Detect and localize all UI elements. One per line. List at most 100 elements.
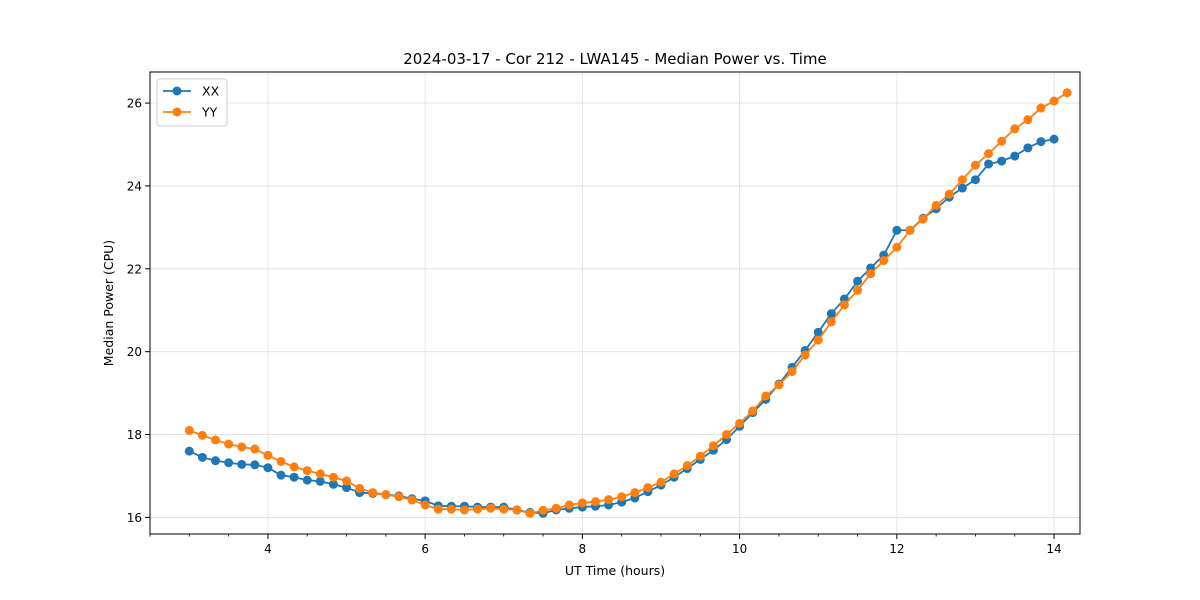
x-tick-label: 4 — [264, 542, 272, 556]
data-point-yy — [853, 285, 863, 295]
series-yy — [184, 88, 1072, 518]
data-point-yy — [381, 490, 391, 500]
data-point-yy — [787, 367, 797, 377]
data-point-yy — [800, 350, 810, 360]
legend-label-xx: XX — [202, 84, 220, 99]
data-point-yy — [879, 256, 889, 266]
plot-frame — [149, 71, 1081, 535]
data-point-yy — [918, 214, 928, 224]
data-point-xx — [892, 225, 902, 235]
x-tick-label: 12 — [889, 542, 904, 556]
data-point-yy — [774, 380, 784, 390]
data-point-yy — [682, 461, 692, 471]
data-point-yy — [813, 335, 823, 345]
data-point-xx — [289, 472, 299, 482]
data-point-yy — [302, 466, 312, 476]
data-point-xx — [826, 309, 836, 319]
data-point-yy — [695, 451, 705, 461]
data-point-yy — [512, 505, 522, 515]
data-point-yy — [984, 149, 994, 159]
data-point-yy — [525, 508, 535, 518]
data-point-yy — [551, 503, 561, 513]
data-point-xx — [315, 476, 325, 486]
data-point-yy — [407, 495, 417, 505]
data-point-yy — [197, 430, 207, 440]
data-point-yy — [328, 472, 338, 482]
x-tick-label: 8 — [579, 542, 587, 556]
y-tick-label: 20 — [127, 345, 142, 359]
data-point-xx — [328, 479, 338, 489]
x-axis-ticks: 4 6 8 10 12 14 — [149, 534, 1062, 556]
y-tick-label: 26 — [127, 97, 142, 111]
data-point-yy — [970, 160, 980, 170]
data-point-yy — [839, 300, 849, 310]
data-point-xx — [250, 460, 260, 470]
legend-marker-xx — [172, 86, 182, 96]
data-point-yy — [211, 435, 221, 445]
x-axis-label: UT Time (hours) — [565, 563, 665, 578]
data-point-yy — [944, 189, 954, 199]
data-point-yy — [604, 495, 614, 505]
data-point-xx — [224, 458, 234, 468]
data-point-xx — [1010, 151, 1020, 161]
data-point-yy — [708, 441, 718, 451]
y-tick-label: 16 — [127, 511, 142, 525]
data-point-xx — [853, 276, 863, 286]
data-point-yy — [826, 317, 836, 327]
data-point-yy — [656, 477, 666, 487]
x-tick-label: 10 — [732, 542, 747, 556]
data-point-yy — [420, 500, 430, 510]
data-point-xx — [813, 327, 823, 337]
y-tick-label: 18 — [127, 428, 142, 442]
data-point-yy — [590, 497, 600, 507]
data-point-yy — [184, 425, 194, 435]
data-point-yy — [1062, 88, 1072, 98]
data-point-yy — [1036, 103, 1046, 113]
data-point-xx — [1036, 137, 1046, 147]
y-tick-label: 22 — [127, 262, 142, 276]
data-point-xx — [276, 470, 286, 480]
data-point-yy — [617, 492, 627, 502]
data-point-yy — [997, 136, 1007, 146]
data-point-yy — [722, 430, 732, 440]
data-point-xx — [970, 175, 980, 185]
data-point-xx — [957, 183, 967, 193]
legend: XX YY — [156, 78, 228, 127]
data-point-yy — [957, 175, 967, 185]
data-point-yy — [237, 442, 247, 452]
chart-title: 2024-03-17 - Cor 212 - LWA145 - Median P… — [403, 50, 827, 68]
data-point-yy — [315, 469, 325, 479]
data-point-yy — [538, 505, 548, 515]
y-axis-label: Median Power (CPU) — [101, 240, 116, 366]
grid — [150, 72, 1080, 534]
x-tick-label: 6 — [421, 542, 429, 556]
data-point-yy — [564, 500, 574, 510]
data-point-xx — [237, 459, 247, 469]
data-point-yy — [577, 498, 587, 508]
data-point-xx — [184, 446, 194, 456]
legend-label-yy: YY — [201, 105, 218, 120]
data-point-yy — [761, 391, 771, 401]
data-point-xx — [197, 452, 207, 462]
data-point-yy — [748, 406, 758, 416]
data-point-yy — [459, 505, 469, 515]
data-point-yy — [669, 469, 679, 479]
data-point-yy — [499, 504, 509, 514]
data-point-yy — [263, 450, 273, 460]
legend-marker-yy — [172, 107, 182, 117]
data-point-yy — [643, 483, 653, 493]
data-point-xx — [263, 463, 273, 473]
data-point-yy — [892, 242, 902, 252]
data-point-yy — [1049, 96, 1059, 106]
data-point-xx — [1023, 143, 1033, 153]
data-point-yy — [368, 488, 378, 498]
data-point-yy — [931, 200, 941, 210]
data-point-xx — [984, 159, 994, 169]
data-point-xx — [302, 475, 312, 485]
data-point-yy — [1023, 115, 1033, 125]
data-point-yy — [1010, 124, 1020, 134]
data-point-yy — [250, 444, 260, 454]
data-point-xx — [997, 156, 1007, 166]
data-point-yy — [866, 269, 876, 279]
